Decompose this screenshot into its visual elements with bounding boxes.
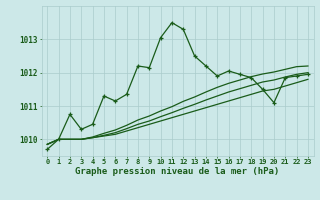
X-axis label: Graphe pression niveau de la mer (hPa): Graphe pression niveau de la mer (hPa): [76, 167, 280, 176]
